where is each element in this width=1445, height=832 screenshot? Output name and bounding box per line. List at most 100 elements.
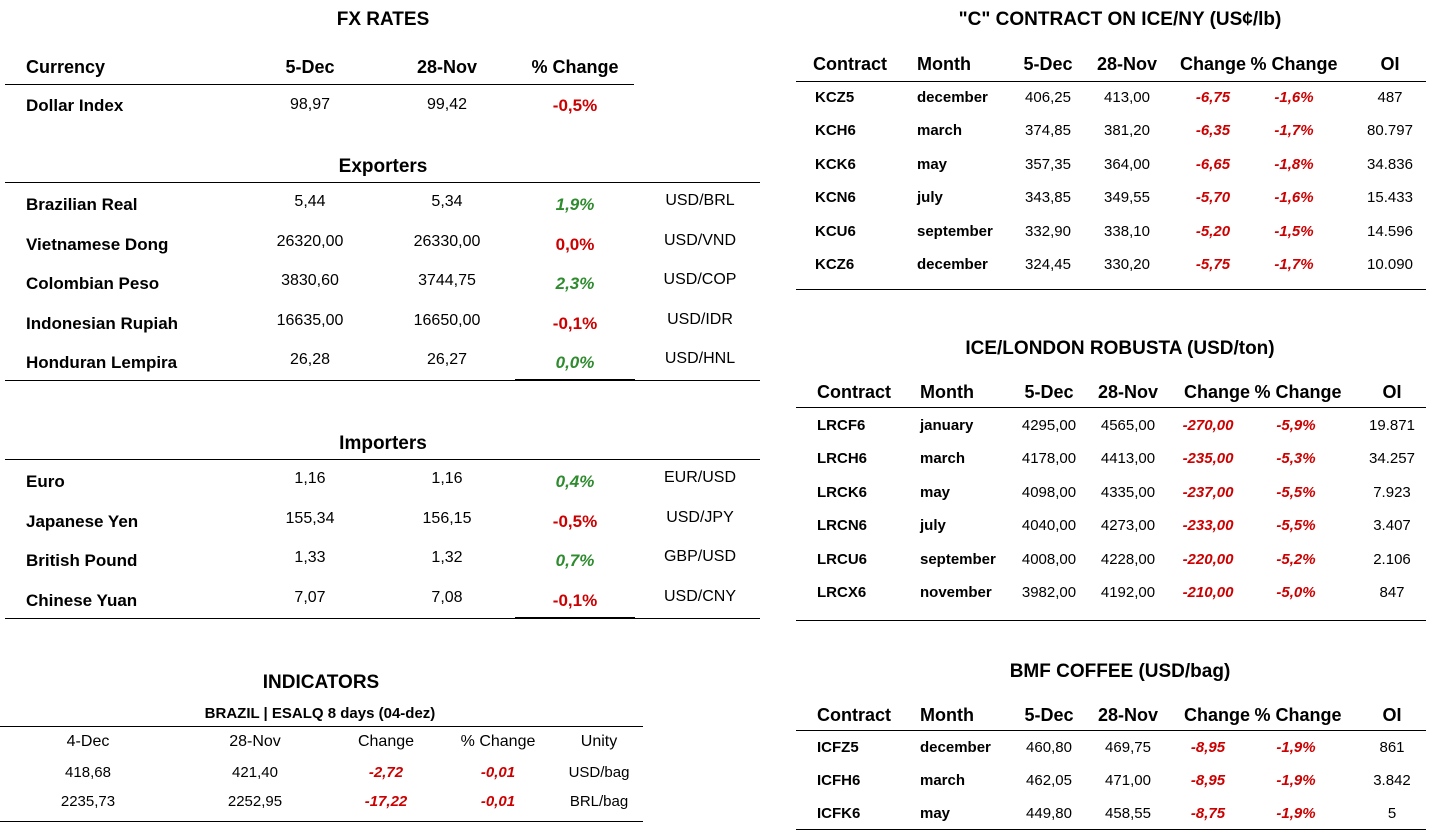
bmf-row-contract: ICFK6 (817, 805, 861, 822)
london-row-change: -220,00 (1182, 550, 1234, 568)
ice_ny-row-change: -6,75 (1195, 89, 1231, 106)
ind-row-change: -2,72 (368, 764, 404, 781)
ind-row-d1: 418,68 (65, 764, 111, 781)
ice_ny-header-1: Month (917, 54, 971, 74)
fx-row-d2: 5,34 (431, 193, 463, 210)
fx-row-pair: GBP/USD (663, 548, 736, 566)
ice_ny-row-month: december (917, 256, 988, 273)
bmf-header-2: 5-Dec (1024, 705, 1074, 725)
ind-header-unity: Unity (580, 733, 618, 750)
fx-row-d2: 7,08 (431, 588, 463, 606)
bmf-row-contract: ICFZ5 (817, 739, 859, 756)
london-row-d2: 4565,00 (1100, 417, 1156, 434)
bmf-header-rule (796, 730, 1426, 731)
london-row-pct: -5,2% (1276, 550, 1316, 568)
dollar-index-d2: 99,42 (426, 96, 468, 113)
exporters-change-rule (515, 379, 635, 381)
bmf-header-1: Month (920, 705, 974, 725)
london-row-contract: LRCX6 (817, 584, 867, 601)
bmf-row-d2: 471,00 (1105, 772, 1151, 789)
ice_ny-row-contract: KCU6 (815, 222, 856, 240)
ice_ny-header-rule (796, 81, 1426, 82)
ice_ny-row-oi: 80.797 (1367, 122, 1413, 140)
bmf-row-month: december (920, 739, 991, 756)
london-row-oi: 847 (1379, 584, 1405, 601)
ice_ny-row-change: -6,35 (1195, 122, 1231, 140)
ice_ny-header-5: % Change (1250, 54, 1338, 74)
london-row-d2: 4228,00 (1100, 550, 1156, 568)
bmf-header-4: Change (1183, 705, 1250, 725)
fx-row-name: Vietnamese Dong (26, 234, 169, 254)
london-row-pct: -5,5% (1276, 517, 1316, 535)
fx-row-d1: 1,16 (294, 470, 326, 487)
fx-row-d2: 1,16 (431, 470, 463, 487)
indicators-rule (0, 726, 643, 727)
ice_ny-row-pct: -1,7% (1274, 122, 1314, 140)
fx-row-change: 2,3% (555, 274, 595, 293)
ice_ny-row-contract: KCK6 (815, 155, 856, 173)
ice_ny-row-pct: -1,5% (1274, 222, 1314, 240)
dollar-index-name: Dollar Index (26, 96, 124, 115)
ice_ny-row-d2: 413,00 (1104, 89, 1150, 106)
fx-row-name: Indonesian Rupiah (26, 313, 179, 333)
indicators-title: INDICATORS (262, 672, 380, 693)
importers-bottom-rule (5, 618, 760, 619)
ind-header-change: Change (357, 733, 415, 750)
fx-title: FX RATES (336, 9, 430, 30)
ice_ny-row-month: may (917, 155, 948, 173)
exporters-bottom-rule (5, 380, 760, 381)
london-row-pct: -5,0% (1276, 584, 1316, 601)
bmf-header-6: OI (1382, 705, 1402, 725)
bmf-row-change: -8,75 (1190, 805, 1226, 822)
london-header-5: % Change (1254, 382, 1342, 402)
bmf-row-oi: 5 (1387, 805, 1397, 822)
fx-row-d2: 26330,00 (413, 232, 481, 250)
ice_ny-row-pct: -1,8% (1274, 155, 1314, 173)
fx-row-pair: EUR/USD (663, 469, 736, 486)
london-row-d2: 4335,00 (1100, 483, 1156, 501)
london-row-month: july (920, 517, 946, 535)
ice_ny-row-change: -5,20 (1195, 222, 1231, 240)
london-row-d1: 4295,00 (1021, 417, 1077, 434)
london-row-oi: 34.257 (1369, 450, 1415, 468)
london-row-contract: LRCK6 (817, 483, 868, 501)
fx-row-change: 0,4% (555, 472, 595, 491)
ind-row-d1: 2235,73 (60, 793, 116, 810)
bmf-row-oi: 861 (1379, 739, 1405, 756)
ice_ny-row-month: july (917, 189, 943, 207)
indicators-subtitle: BRAZIL | ESALQ 8 days (04-dez) (204, 705, 436, 722)
fx-row-pair: USD/VND (663, 231, 736, 249)
ice_ny-row-pct: -1,6% (1274, 89, 1314, 106)
london-row-pct: -5,9% (1276, 417, 1316, 434)
ind-row-unit: USD/bag (568, 764, 630, 781)
bmf-row-month: may (920, 805, 951, 822)
fx-row-d2: 16650,00 (413, 311, 481, 329)
london-row-month: march (920, 450, 966, 468)
london-header-rule (796, 407, 1426, 408)
london-row-month: january (920, 417, 974, 434)
bmf-header-3: 28-Nov (1097, 705, 1159, 725)
ice_ny-row-d1: 332,90 (1025, 222, 1071, 240)
london-row-pct: -5,3% (1276, 450, 1316, 468)
fx-row-name: Japanese Yen (26, 511, 139, 531)
ice_ny-header-6: OI (1380, 54, 1400, 74)
london-header-4: Change (1183, 382, 1250, 402)
fx-header-rule (5, 84, 634, 85)
fx-row-d1: 1,33 (294, 549, 326, 567)
ice_ny-header-3: 28-Nov (1096, 54, 1158, 74)
fx-row-d2: 156,15 (422, 509, 472, 527)
bmf-row-contract: ICFH6 (817, 772, 861, 789)
london-row-contract: LRCH6 (817, 450, 868, 468)
ice_ny-row-pct: -1,7% (1274, 256, 1314, 273)
ice_ny-row-contract: KCZ5 (815, 89, 855, 106)
bmf-row-pct: -1,9% (1276, 739, 1316, 756)
fx-row-d2: 3744,75 (418, 272, 476, 289)
fx-row-change: 0,0% (555, 234, 595, 254)
ice_ny-row-d2: 338,10 (1104, 222, 1150, 240)
london-bottom-rule (796, 620, 1426, 621)
london-row-change: -233,00 (1182, 517, 1234, 535)
london-row-d2: 4273,00 (1100, 517, 1156, 535)
fx-row-pair: USD/HNL (664, 350, 736, 367)
london-row-month: september (920, 550, 996, 568)
fx-header-currency: Currency (26, 57, 106, 77)
